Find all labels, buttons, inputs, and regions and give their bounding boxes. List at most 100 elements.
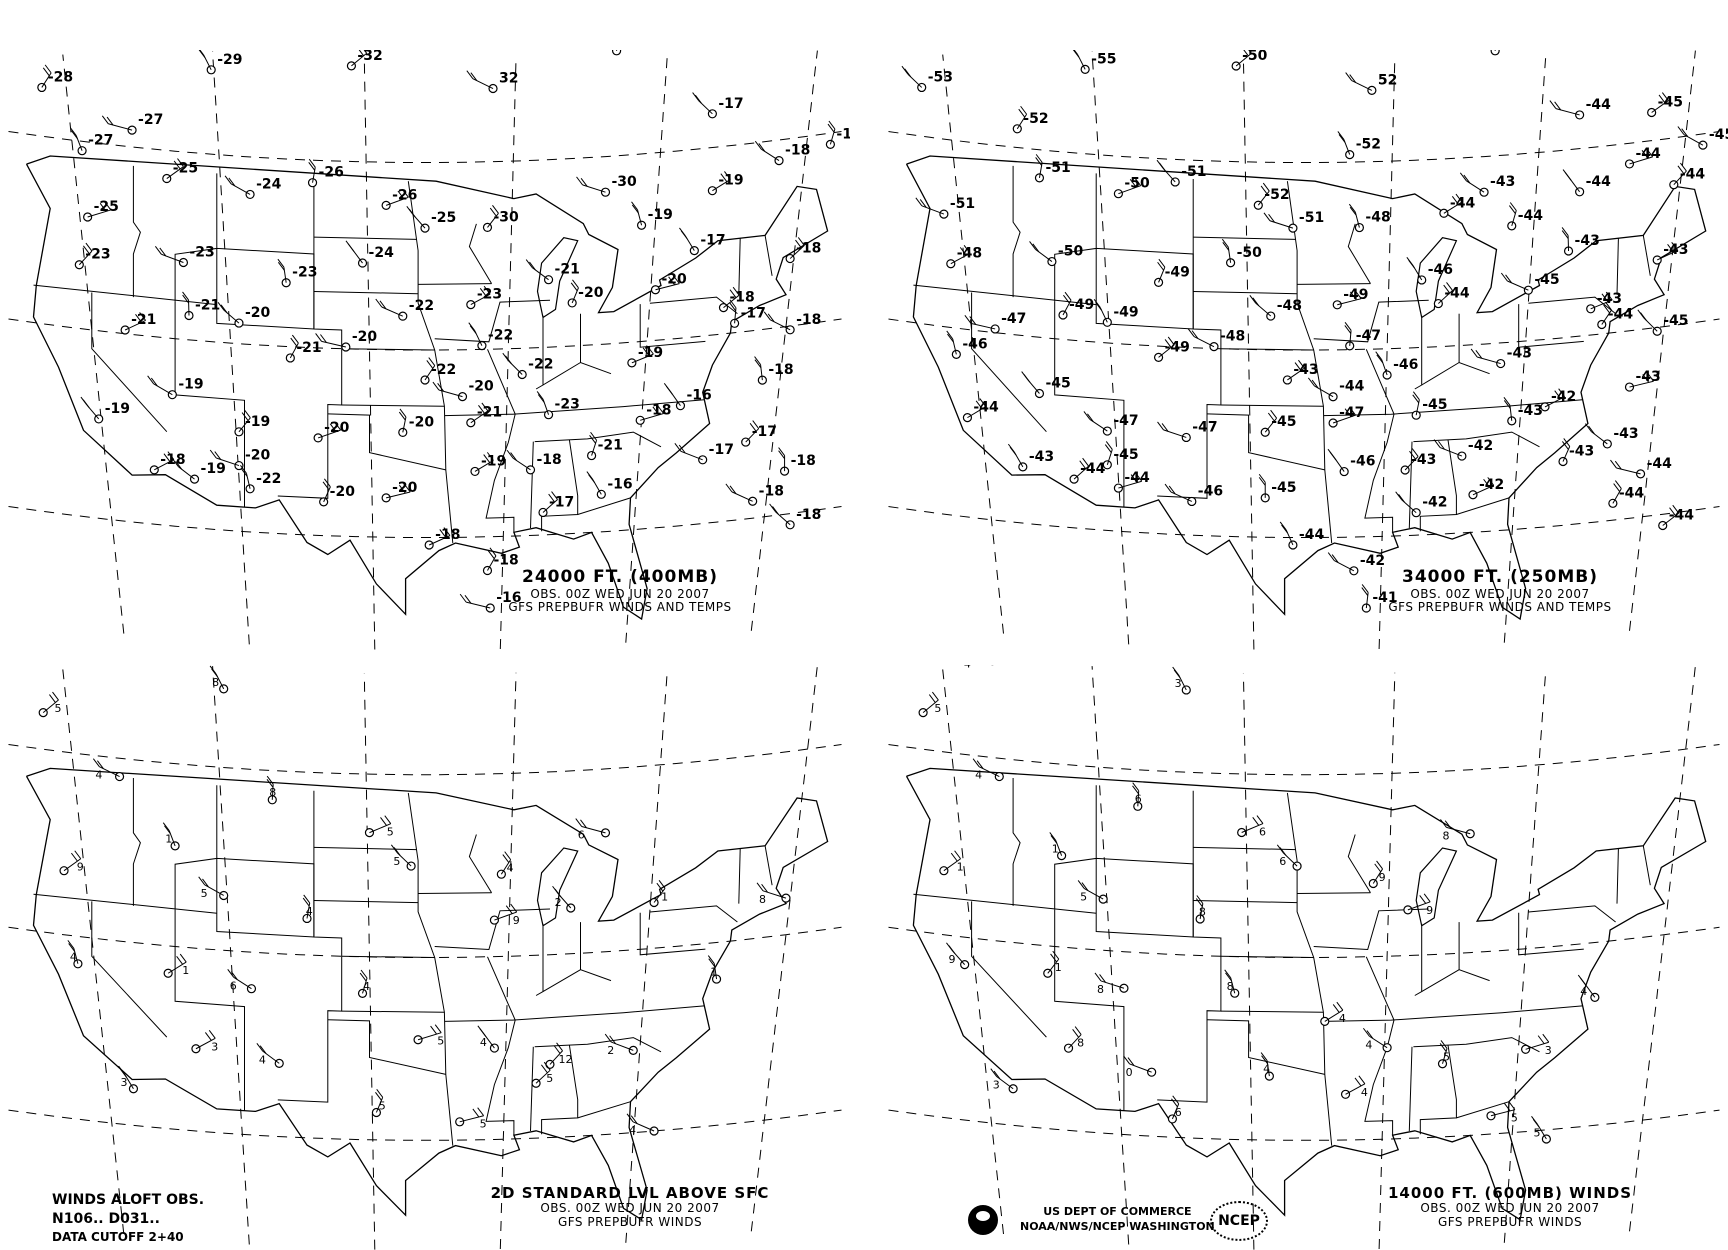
station-circle [1340,1089,1351,1099]
state-border [444,1005,705,1022]
latitude-line [8,506,842,538]
station-circle [946,259,956,269]
station-plot: -44 [1507,202,1543,231]
station-plot: -45 [1021,371,1071,399]
wind-barb [1362,1027,1370,1037]
station-plot: -32 [346,50,383,71]
state-border [327,1019,446,1075]
state-border [1220,348,1314,351]
wind-barb [82,245,90,255]
station-plot: -20 [217,301,271,328]
wind-barb [1099,974,1106,983]
wind-barb-staff [459,1115,484,1123]
wind-barb [1243,50,1249,57]
station-plot: -20 [319,478,355,507]
wind-speed-label: 1 [98,665,105,668]
map-2d-standard-level: 1 8 5 4 8 5 5 4 6 1 9 5 4 9 2 1 8 4 1 6 4 5 4 12 2 1 3 4 5 5 3 5 4 [8,665,842,1250]
credit-line1: US DEPT OF COMMERCE [1043,1205,1192,1218]
station-circle [1230,988,1240,998]
wind-barb [182,294,190,304]
wind-barb [308,158,316,168]
station-circle [611,50,622,56]
temperature-label: -45 [1271,480,1296,496]
wind-barb [1423,893,1431,903]
wind-barb-staff [108,123,133,131]
temperature-label: -20 [468,379,494,395]
temperature-label: -45 [1709,127,1728,143]
wind-speed-label: 9 [1426,904,1433,917]
wind-speed-label: 4 [363,980,370,993]
temperature-label: -25 [94,199,119,215]
longitude-line [1242,58,1255,650]
wind-barb [1132,785,1139,795]
station-circle [1345,150,1355,160]
wind-barb [946,330,954,340]
temperature-label: -16 [496,590,521,606]
temperature-label: -42 [1551,389,1576,405]
wind-barb-staff [1446,826,1471,835]
wind-barb-staff [1264,417,1278,433]
wind-barb [1074,1026,1082,1035]
wind-barb [1554,101,1562,111]
station-plot: 4 [477,1025,500,1053]
temperature-label: -21 [296,340,321,356]
temperature-label: -50 [1237,245,1263,261]
temperature-label: -44 [1680,167,1706,183]
wind-barb [1681,128,1689,137]
station-circle [1012,124,1022,134]
station-circle [781,893,791,903]
wind-speed-label: 6 [1279,855,1286,868]
wind-barb-staff [424,365,436,381]
noaa-logo [968,1205,998,1235]
temperature-label: -19 [638,345,663,361]
state-border [468,834,493,893]
legend-line1: WINDS ALOFT OBS. [52,1192,205,1208]
lake-michigan [1415,847,1458,927]
wind-barb-staff [470,410,489,424]
stations: -54-55-5052-44-45-53-52-44-52-45-45-51-5… [901,50,1728,613]
state-border [764,845,773,886]
state-border [341,404,445,407]
wind-barb [668,276,676,286]
panel-caption: 24000 FT. (400MB) OBS. 00Z WED JUN 20 20… [470,567,770,615]
station-plot: 3 [1172,666,1191,695]
temperature-label: -44 [1339,379,1365,395]
station-plot: -17 [674,442,734,465]
temperature-label: -44 [1080,461,1106,477]
station-plot: 5 [371,1089,386,1118]
wind-barb [1584,423,1592,432]
wind-speed-label: 3 [121,1076,128,1089]
wind-barb [752,420,760,429]
wind-barb [678,444,686,454]
wind-barb [1307,377,1315,387]
wind-barb-staff [1118,185,1141,195]
wind-barb [729,299,737,309]
wind-barb [570,282,578,292]
station-plot: -19 [234,409,270,437]
wind-barb [426,360,434,369]
wind-barb-staff [745,428,760,443]
wind-barb [1258,473,1266,483]
station-plot: 8 [1440,819,1475,842]
temperature-label: -16 [607,476,632,492]
wind-barb [506,449,514,459]
wind-barb [680,230,688,240]
wind-barb [69,127,77,136]
station-circle [1635,469,1646,479]
station-plot: 6 [1132,782,1143,811]
temperature-label: -18 [537,452,562,468]
wind-barb [104,201,112,211]
station-circle [1102,426,1112,436]
station-plot: 6 [1237,815,1266,839]
temperature-label: -45 [1658,95,1683,111]
wind-barb-staff [542,499,558,513]
wind-barb [828,120,836,130]
state-border [541,1045,579,1135]
wind-speed-label: 6 [578,829,585,842]
station-plot: -18 [506,449,562,475]
station-plot: 5 [918,691,941,718]
station-plot: -43 [1282,359,1319,385]
station-plot: -24 [345,240,394,268]
wind-barb-staff [1269,220,1294,229]
wind-speed-label: 12 [559,1053,573,1066]
